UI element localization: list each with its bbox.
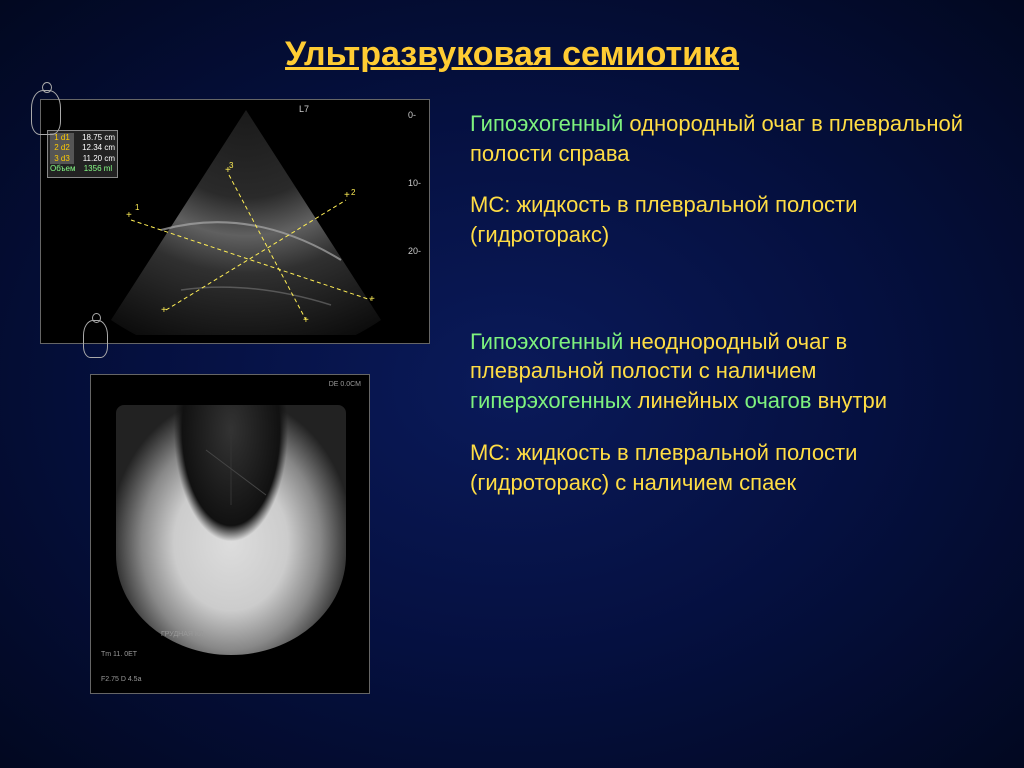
body-text: линейных [632,388,745,413]
slide-container: Ультразвуковая семиотика L7 1 d118.75 cm… [0,0,1024,768]
fan-svg: + + + + + + 1 3 2 [101,110,391,335]
svg-text:+: + [369,294,375,305]
svg-text:3: 3 [229,161,234,170]
us2-top-label: DE 0.0CM [329,381,361,388]
svg-text:+: + [344,190,350,201]
us2-bl-label: F2.75 D 4.5a [101,676,141,683]
svg-text:1: 1 [135,203,140,212]
body-marker-icon [83,320,108,358]
paragraph-3: Гипоэхогенный неоднородный очаг в плевра… [470,327,984,416]
svg-text:+: + [303,315,309,326]
meas-vol-label: Объем [50,164,76,174]
body-text: МС: жидкость в плевральной полости (гидр… [470,192,857,247]
scale-tick: 20- [408,246,421,256]
meas-d3-label: 3 d3 [50,154,74,164]
slide-title: Ультразвуковая семиотика [40,35,984,74]
paragraph-1: Гипоэхогенный однородный очаг в плевраль… [470,109,984,168]
paragraph-2: МС: жидкость в плевральной полости (гидр… [470,190,984,249]
ultrasound-image-2: DE 0.0CM ГРУДНАЯ КЛ. Tm 11. 0ET F2.75 D … [90,374,370,694]
highlight-text: Гипоэхогенный [470,111,623,136]
svg-text:+: + [161,305,167,316]
spacer [470,272,984,327]
scale-tick: 0- [408,110,421,120]
text-column: Гипоэхогенный однородный очаг в плевраль… [470,99,984,694]
scale-tick: 10- [408,178,421,188]
images-column: L7 1 d118.75 cm 2 d212.34 cm 3 d311.20 c… [40,99,450,694]
paragraph-4: МС: жидкость в плевральной полости (гидр… [470,438,984,497]
highlight-text: очагов [745,388,812,413]
meas-d2-label: 2 d2 [50,143,74,153]
us2-echo-region [116,405,346,655]
svg-text:+: + [126,210,132,221]
us2-svg [116,405,346,655]
body-text: внутри [811,388,887,413]
ultrasound-image-1: L7 1 d118.75 cm 2 d212.34 cm 3 d311.20 c… [40,99,430,344]
us2-center-label: ГРУДНАЯ КЛ. [161,631,206,638]
svg-text:2: 2 [351,188,356,197]
us2-tm-label: Tm 11. 0ET [101,651,137,658]
fan-sector: + + + + + + 1 3 2 [101,110,391,335]
body-text: МС: жидкость в плевральной полости (гидр… [470,440,857,495]
content-row: L7 1 d118.75 cm 2 d212.34 cm 3 d311.20 c… [40,99,984,694]
highlight-text: Гипоэхогенный [470,329,623,354]
depth-scale: 0- 10- 20- [408,110,421,314]
highlight-text: гиперэхогенных [470,388,632,413]
body-marker-icon [31,90,61,135]
